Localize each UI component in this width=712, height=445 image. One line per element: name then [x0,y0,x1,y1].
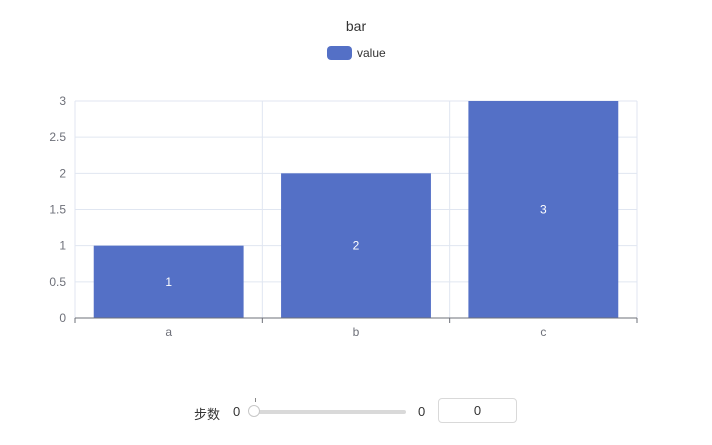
chart-title: bar [346,18,367,34]
bars: 1 2 3 [93,101,619,318]
bar-c[interactable] [468,101,619,318]
y-tick-label: 2.5 [49,130,66,144]
slider-tick-mark [255,398,256,402]
x-tick-label: c [540,325,546,339]
x-tick-label: a [165,325,172,339]
x-tick-label: b [353,325,360,339]
bar-data-label: 2 [353,239,360,253]
legend-label[interactable]: value [357,46,386,60]
step-slider[interactable] [248,405,406,417]
y-tick-label: 0.5 [49,275,66,289]
slider-max-label: 0 [418,404,426,419]
slider-min-label: 0 [233,404,241,419]
y-tick-label: 2 [59,166,66,180]
step-label: 步数 [194,408,221,423]
y-tick-label: 1 [59,239,66,253]
legend-swatch[interactable] [327,46,352,60]
bar-data-label: 3 [540,203,547,217]
y-tick-label: 1.5 [49,203,66,217]
bar-data-label: 1 [165,275,172,289]
bar-a[interactable] [93,245,244,318]
bar-chart: bar value 1 2 3 0 0.5 1 1.5 2 2.5 3 a b c [49,18,638,339]
axes: 0 0.5 1 1.5 2 2.5 3 a b c [49,94,638,339]
bar-b[interactable] [281,173,431,318]
legend[interactable]: value [327,46,386,60]
step-controls: 步数 0 0 [0,396,712,428]
y-tick-label: 3 [59,94,66,108]
y-tick-label: 0 [59,311,66,325]
step-input[interactable] [438,398,517,423]
slider-thumb[interactable] [248,405,260,417]
